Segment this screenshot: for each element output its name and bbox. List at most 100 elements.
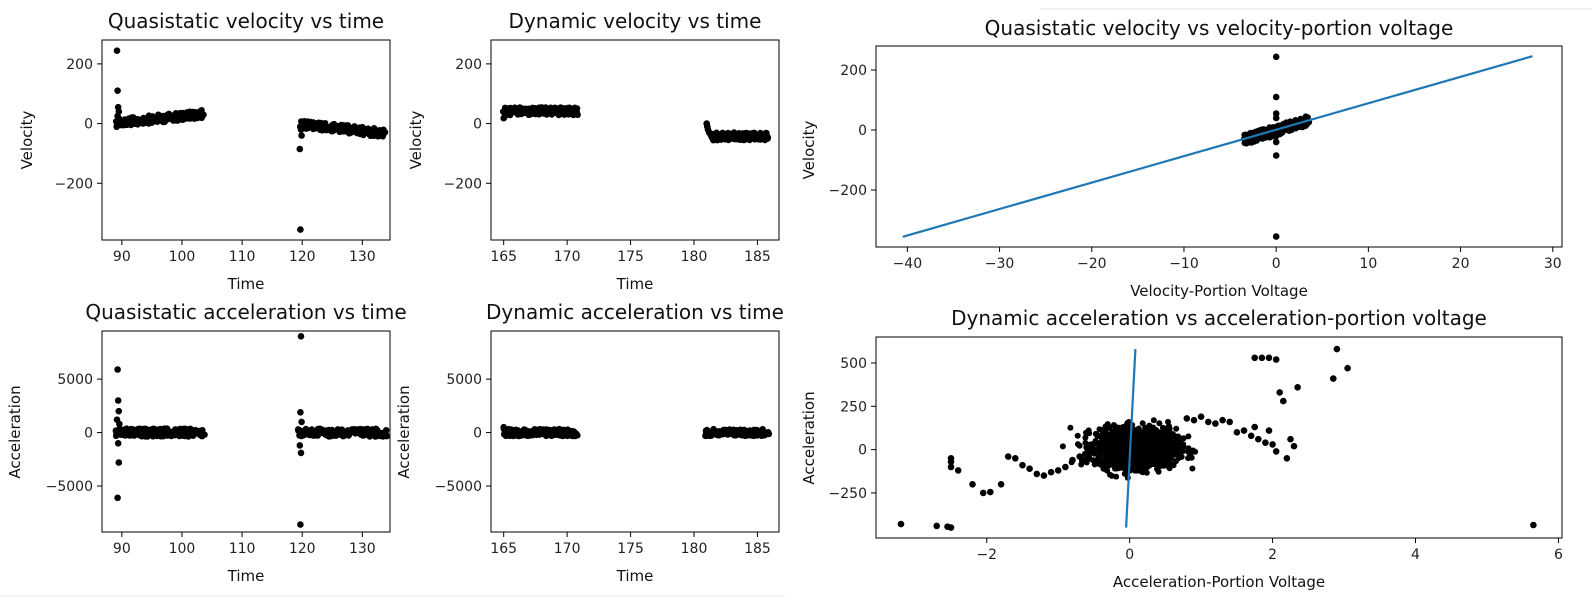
- data-point: [1276, 389, 1283, 396]
- x-tick-label: 4: [1411, 547, 1420, 563]
- x-tick-label: 130: [349, 541, 376, 557]
- x-tick-label: 0: [1272, 256, 1281, 272]
- data-point: [1083, 449, 1091, 457]
- data-point: [574, 432, 581, 439]
- data-point: [1105, 440, 1112, 447]
- data-point: [969, 481, 976, 488]
- data-point: [1283, 455, 1291, 462]
- data-point: [1172, 433, 1179, 440]
- plot-area: [500, 423, 773, 440]
- data-point: [1141, 463, 1148, 470]
- y-tick-label: −5000: [46, 479, 93, 495]
- data-point: [1272, 138, 1280, 146]
- data-point: [1272, 53, 1280, 61]
- axes-frame: [875, 336, 1563, 539]
- data-point: [1219, 416, 1226, 424]
- data-point: [1062, 463, 1069, 471]
- data-point: [116, 115, 123, 123]
- data-point: [1074, 441, 1081, 448]
- data-point: [1137, 437, 1144, 444]
- data-point: [1094, 446, 1101, 453]
- x-axis-label: Time: [227, 275, 265, 293]
- data-point: [707, 130, 714, 138]
- data-point: [1272, 152, 1280, 159]
- x-tick-label: 120: [289, 249, 316, 265]
- y-axis-label: Velocity: [407, 110, 425, 169]
- data-point: [1140, 455, 1147, 462]
- data-point: [1159, 447, 1165, 454]
- data-point: [1251, 354, 1258, 362]
- data-point: [1113, 473, 1120, 480]
- x-tick-label: 6: [1554, 547, 1563, 563]
- data-point: [297, 226, 304, 233]
- data-point: [764, 429, 772, 436]
- data-point: [1125, 427, 1131, 434]
- subplot-dynamic-acceleration-vs-time: Dynamic acceleration vs time Time Accele…: [395, 300, 784, 585]
- axes-frame: [490, 39, 780, 241]
- data-point: [1121, 470, 1128, 477]
- data-point: [1212, 420, 1219, 427]
- data-point: [947, 463, 955, 471]
- data-point: [296, 145, 304, 153]
- y-tick-label: 200: [66, 57, 93, 73]
- data-point: [298, 418, 305, 426]
- data-point: [1047, 468, 1055, 476]
- data-point: [296, 442, 304, 449]
- data-point: [764, 134, 772, 141]
- x-tick-label: 165: [490, 249, 517, 265]
- data-point: [297, 449, 305, 457]
- data-point: [1040, 472, 1048, 479]
- data-point: [114, 87, 121, 94]
- axes-frame: [490, 330, 780, 533]
- x-axis-label: Time: [616, 275, 654, 293]
- x-tick-label: 185: [744, 249, 771, 265]
- data-point: [1067, 424, 1074, 431]
- data-point: [1158, 430, 1165, 437]
- data-point: [574, 111, 581, 119]
- data-point: [1333, 345, 1341, 353]
- subplot-quasistatic-acceleration-vs-time: Quasistatic acceleration vs time Time Ac…: [6, 300, 407, 585]
- x-axis-label: Time: [616, 567, 654, 585]
- x-tick-label: 110: [229, 249, 256, 265]
- data-point: [1146, 459, 1153, 466]
- data-point: [1149, 452, 1156, 459]
- data-point: [1135, 430, 1142, 437]
- data-point: [1092, 438, 1099, 444]
- x-tick-label: 130: [349, 249, 376, 265]
- plot-area: [902, 53, 1533, 240]
- x-tick-label: 2: [1268, 547, 1277, 563]
- data-point: [298, 132, 305, 139]
- data-point: [200, 111, 207, 118]
- data-point: [1185, 433, 1192, 440]
- y-axis-label: Acceleration: [395, 385, 413, 478]
- data-point: [1153, 455, 1160, 462]
- axes-frame: [101, 39, 391, 241]
- x-tick-label: 185: [744, 541, 771, 557]
- x-tick-label: 170: [554, 249, 581, 265]
- data-point: [115, 459, 123, 466]
- y-tick-label: 0: [84, 117, 93, 133]
- data-point: [1294, 384, 1301, 391]
- x-tick-label: 175: [617, 541, 644, 557]
- y-tick-label: 250: [840, 399, 867, 415]
- data-point: [1167, 444, 1174, 451]
- y-tick-label: −5000: [435, 479, 482, 495]
- x-tick-label: −20: [1077, 256, 1107, 272]
- data-point: [897, 520, 905, 528]
- data-point: [1094, 460, 1101, 467]
- y-tick-label: 0: [84, 426, 93, 442]
- x-tick-label: 110: [229, 541, 256, 557]
- data-point: [1156, 420, 1163, 427]
- data-point: [1119, 435, 1125, 441]
- data-point: [1150, 417, 1157, 424]
- x-axis-label: Time: [227, 567, 265, 585]
- data-point: [1104, 467, 1111, 474]
- data-point: [1033, 470, 1041, 478]
- data-point: [1530, 521, 1537, 529]
- data-point: [1107, 460, 1114, 467]
- data-point: [1004, 453, 1012, 460]
- data-point: [1175, 455, 1182, 462]
- data-point: [1272, 233, 1280, 240]
- data-point: [1175, 444, 1182, 451]
- data-point: [1110, 448, 1117, 455]
